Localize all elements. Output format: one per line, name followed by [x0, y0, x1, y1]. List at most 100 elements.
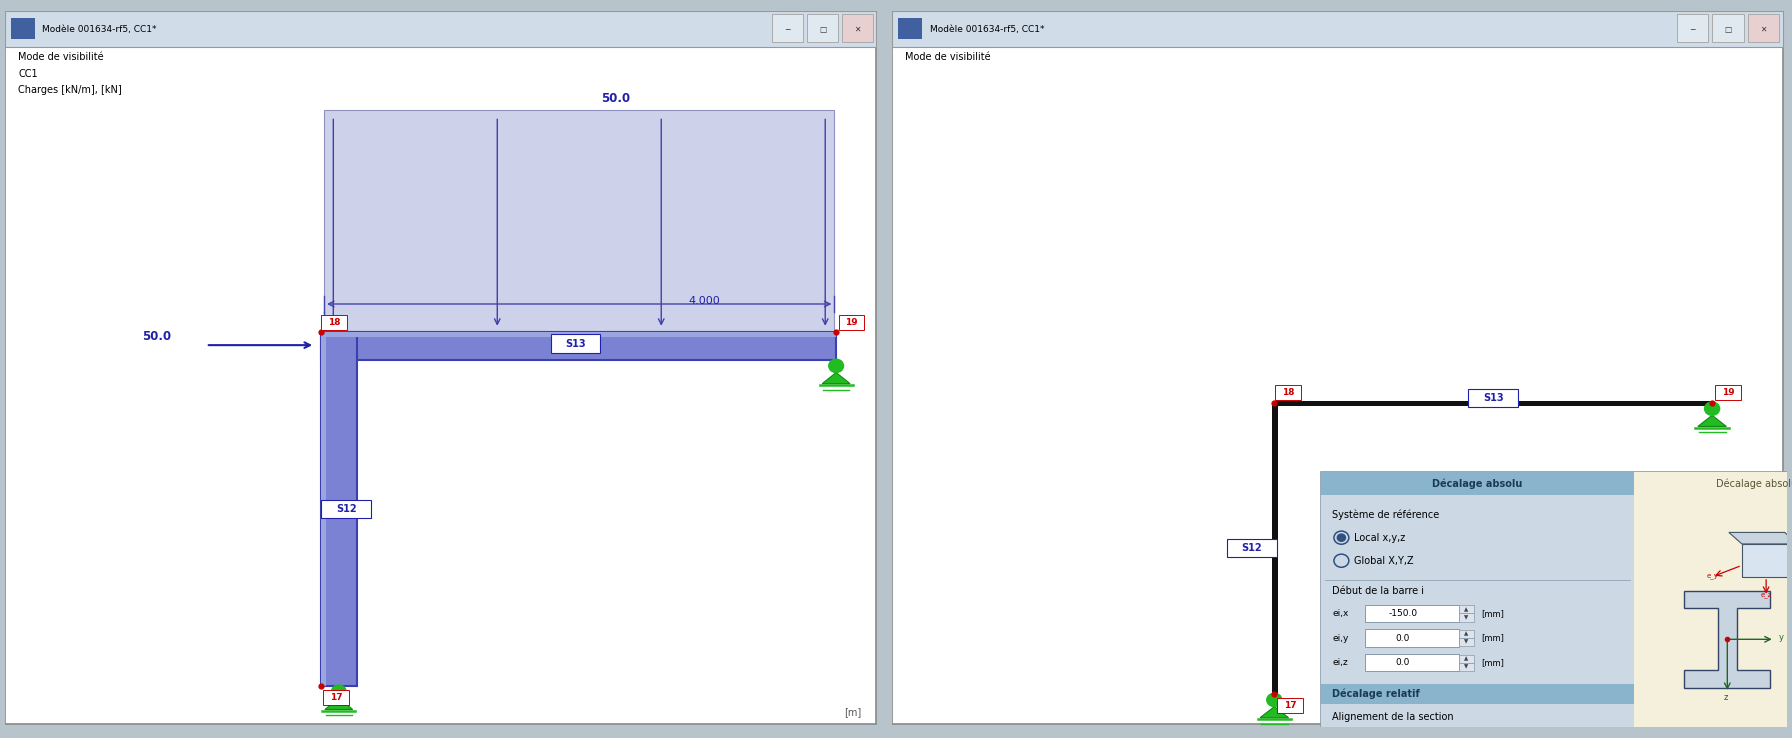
Bar [1459, 605, 1473, 613]
Bar [1274, 401, 1711, 406]
Text: Alignement de la section: Alignement de la section [1331, 712, 1453, 723]
Bar [1459, 655, 1473, 663]
Bar [1711, 14, 1744, 42]
Circle shape [1267, 693, 1281, 706]
Bar [772, 14, 803, 42]
Bar [11, 18, 34, 39]
Bar [892, 11, 1783, 47]
Text: ▲: ▲ [1464, 656, 1468, 661]
Text: ✕: ✕ [1760, 24, 1767, 34]
Text: [mm]: [mm] [1482, 609, 1503, 618]
Text: S13: S13 [564, 339, 586, 349]
Text: Modèle 001634-rf5, CC1*: Modèle 001634-rf5, CC1* [930, 24, 1045, 34]
Text: 50.0: 50.0 [600, 92, 631, 105]
Text: Décalage relatif: Décalage relatif [1331, 689, 1419, 700]
Text: □: □ [819, 24, 826, 34]
FancyBboxPatch shape [1366, 654, 1459, 672]
Text: ─: ─ [1690, 24, 1695, 34]
Circle shape [828, 359, 844, 373]
Bar [1634, 472, 1792, 738]
FancyBboxPatch shape [321, 500, 371, 518]
Bar [806, 14, 839, 42]
Text: [mm]: [mm] [1482, 658, 1503, 667]
Text: y: y [1779, 633, 1785, 642]
Bar [1677, 14, 1708, 42]
Text: Système de référence: Système de référence [1331, 509, 1439, 520]
Bar [1321, 472, 1634, 738]
FancyBboxPatch shape [1366, 604, 1459, 622]
Text: ▲: ▲ [1464, 632, 1468, 636]
Text: 19: 19 [846, 317, 858, 327]
Text: ▼: ▼ [1464, 664, 1468, 669]
FancyBboxPatch shape [1276, 385, 1301, 400]
Polygon shape [1729, 532, 1792, 544]
Text: S12: S12 [1242, 543, 1262, 554]
Bar [842, 14, 873, 42]
Polygon shape [1684, 590, 1770, 688]
Bar [321, 332, 837, 337]
Bar [5, 11, 876, 47]
Circle shape [1337, 534, 1346, 541]
Text: S12: S12 [335, 504, 357, 514]
FancyBboxPatch shape [1468, 389, 1518, 407]
Polygon shape [1260, 706, 1288, 718]
Text: -150.0: -150.0 [1389, 609, 1417, 618]
Text: 50.0: 50.0 [142, 331, 172, 343]
Polygon shape [823, 373, 849, 384]
Bar [324, 110, 835, 332]
FancyBboxPatch shape [323, 690, 349, 705]
Text: ei,y: ei,y [1331, 633, 1348, 643]
Bar [1321, 472, 1634, 495]
FancyBboxPatch shape [1228, 539, 1278, 557]
Bar [321, 332, 837, 360]
Bar [1459, 630, 1473, 638]
Text: Début de la barre i: Début de la barre i [1331, 586, 1425, 596]
Text: ✕: ✕ [855, 24, 860, 34]
Text: S13: S13 [1484, 393, 1503, 403]
Circle shape [1704, 402, 1720, 415]
FancyBboxPatch shape [1715, 385, 1742, 400]
Polygon shape [1697, 415, 1726, 427]
Text: Global X,Y,Z: Global X,Y,Z [1355, 556, 1414, 566]
Text: 17: 17 [1283, 701, 1296, 710]
Text: 0.0: 0.0 [1396, 633, 1410, 643]
FancyBboxPatch shape [321, 314, 348, 329]
Text: ─: ─ [785, 24, 790, 34]
Text: ▼: ▼ [1464, 615, 1468, 620]
Text: ▲: ▲ [1464, 607, 1468, 612]
Bar [1459, 613, 1473, 621]
Bar [898, 18, 923, 39]
Text: 17: 17 [330, 693, 342, 702]
Text: Décalage absolu: Décalage absolu [1432, 478, 1523, 489]
Text: □: □ [1724, 24, 1731, 34]
Bar [1321, 472, 1792, 738]
Bar [321, 332, 326, 686]
FancyBboxPatch shape [1278, 698, 1303, 713]
FancyBboxPatch shape [550, 334, 600, 353]
Text: Décalage absolu: Décalage absolu [1717, 478, 1792, 489]
Text: Local x,y,z: Local x,y,z [1355, 533, 1405, 542]
Text: 0.0: 0.0 [1396, 658, 1410, 667]
Bar [1272, 403, 1278, 694]
Polygon shape [1742, 544, 1792, 577]
Text: Mode de visibilité: Mode de visibilité [905, 52, 991, 63]
Text: ei,z: ei,z [1331, 658, 1348, 667]
Text: z: z [1724, 693, 1727, 702]
Circle shape [332, 685, 346, 698]
Text: 4.000: 4.000 [688, 296, 720, 306]
FancyBboxPatch shape [839, 314, 864, 329]
Text: e_z: e_z [1760, 593, 1772, 599]
Bar [321, 332, 357, 686]
Text: Charges [kN/m], [kN]: Charges [kN/m], [kN] [18, 86, 122, 95]
Text: 18: 18 [328, 317, 340, 327]
Bar [1321, 684, 1634, 704]
Text: CC1: CC1 [18, 69, 38, 79]
Text: [m]: [m] [1751, 708, 1769, 717]
Text: e_y: e_y [1706, 573, 1719, 579]
Text: Modèle 001634-rf5, CC1*: Modèle 001634-rf5, CC1* [41, 24, 156, 34]
Text: ▼: ▼ [1464, 640, 1468, 645]
Bar [1459, 638, 1473, 646]
Text: [mm]: [mm] [1482, 633, 1503, 643]
FancyBboxPatch shape [1366, 630, 1459, 646]
Text: 18: 18 [1281, 388, 1294, 397]
